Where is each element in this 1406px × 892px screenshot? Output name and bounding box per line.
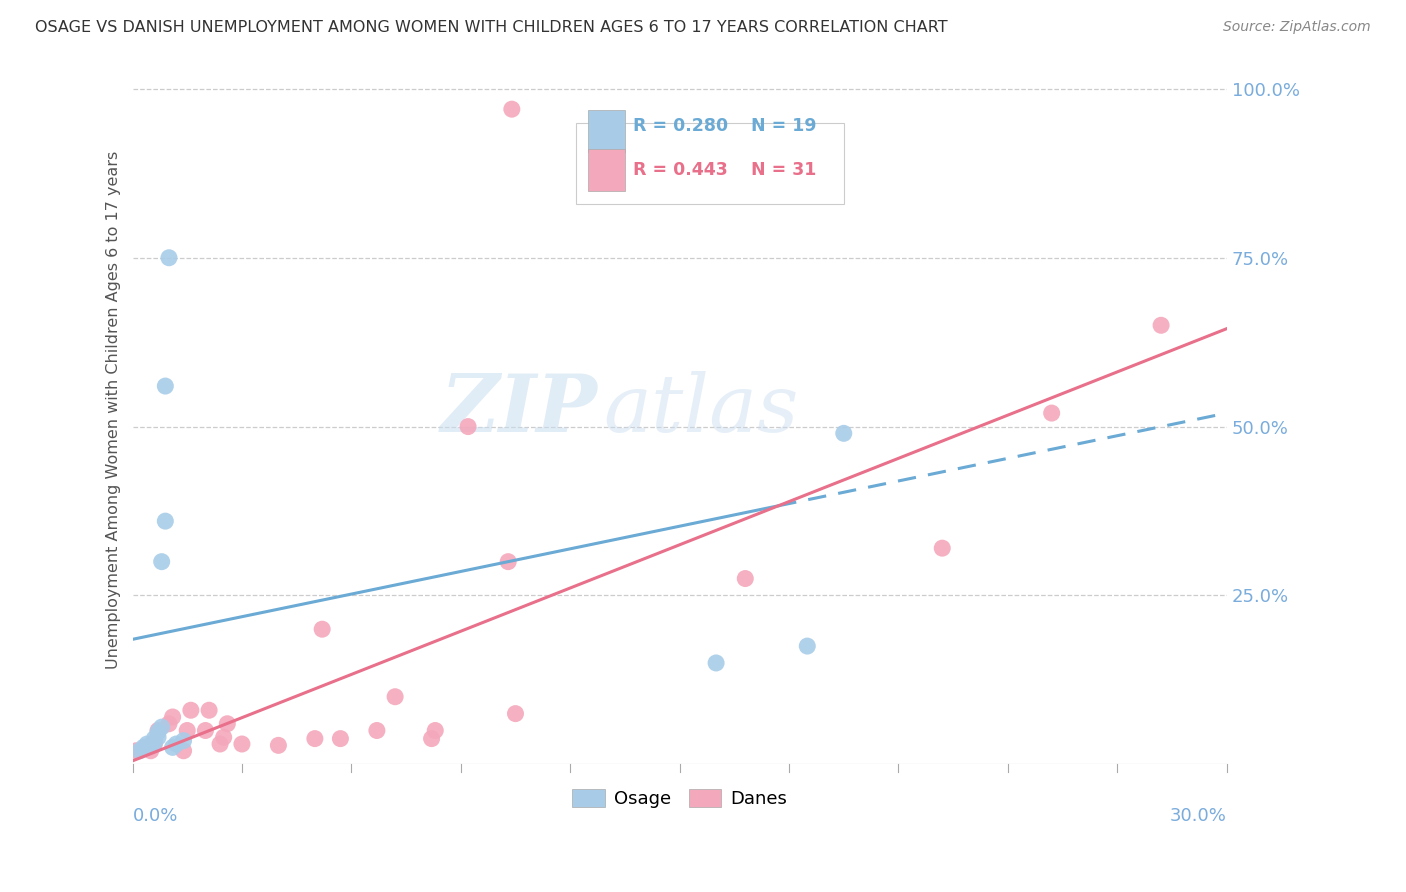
Point — [173, 744, 195, 758]
Point — [150, 720, 173, 734]
FancyBboxPatch shape — [575, 122, 844, 204]
Point — [162, 710, 184, 724]
Point — [143, 736, 166, 750]
Point — [267, 739, 290, 753]
Point — [420, 731, 443, 746]
Point — [180, 703, 202, 717]
Point — [1150, 318, 1173, 333]
Point — [212, 731, 235, 745]
Text: 30.0%: 30.0% — [1170, 807, 1227, 825]
Point — [136, 737, 159, 751]
Point — [132, 740, 155, 755]
Point — [162, 740, 184, 755]
Point — [165, 737, 187, 751]
Point — [143, 731, 166, 746]
Point — [329, 731, 352, 746]
Text: OSAGE VS DANISH UNEMPLOYMENT AMONG WOMEN WITH CHILDREN AGES 6 TO 17 YEARS CORREL: OSAGE VS DANISH UNEMPLOYMENT AMONG WOMEN… — [35, 20, 948, 35]
Point — [150, 555, 173, 569]
Legend: Osage, Danes: Osage, Danes — [565, 781, 794, 815]
Point — [139, 744, 162, 758]
Point — [198, 703, 221, 717]
Point — [146, 731, 169, 745]
Point — [384, 690, 406, 704]
Point — [311, 622, 333, 636]
Point — [176, 723, 198, 738]
FancyBboxPatch shape — [588, 111, 624, 153]
Point — [501, 102, 523, 116]
Text: Source: ZipAtlas.com: Source: ZipAtlas.com — [1223, 20, 1371, 34]
Point — [146, 724, 169, 739]
Point — [155, 514, 177, 528]
Y-axis label: Unemployment Among Women with Children Ages 6 to 17 years: Unemployment Among Women with Children A… — [107, 151, 121, 669]
Point — [209, 737, 232, 751]
Point — [194, 723, 217, 738]
Point — [425, 723, 447, 738]
Point — [457, 419, 479, 434]
Text: R = 0.280: R = 0.280 — [633, 117, 728, 135]
Text: N = 19: N = 19 — [751, 117, 817, 135]
Point — [796, 639, 818, 653]
Point — [304, 731, 326, 746]
Point — [125, 744, 148, 758]
FancyBboxPatch shape — [588, 150, 624, 191]
Point — [143, 737, 166, 751]
Point — [1040, 406, 1063, 420]
Point — [155, 379, 177, 393]
Point — [505, 706, 527, 721]
Point — [366, 723, 388, 738]
Point — [128, 744, 150, 758]
Text: ZIP: ZIP — [440, 371, 598, 449]
Point — [146, 723, 169, 738]
Text: 0.0%: 0.0% — [132, 807, 179, 825]
Point — [704, 656, 727, 670]
Text: N = 31: N = 31 — [751, 161, 815, 179]
Point — [734, 572, 756, 586]
Point — [217, 716, 239, 731]
Text: R = 0.443: R = 0.443 — [633, 161, 727, 179]
Point — [139, 739, 162, 753]
Point — [231, 737, 253, 751]
Point — [931, 541, 953, 556]
Text: atlas: atlas — [603, 371, 799, 449]
Point — [157, 716, 180, 731]
Point — [496, 555, 519, 569]
Point — [157, 251, 180, 265]
Point — [173, 733, 195, 747]
Point — [832, 426, 855, 441]
